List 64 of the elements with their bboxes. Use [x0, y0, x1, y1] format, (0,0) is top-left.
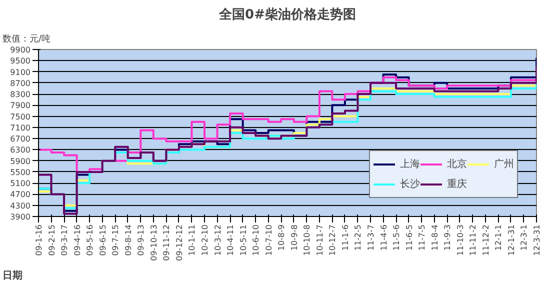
x-tick-label: 09-6-15 — [98, 224, 108, 256]
legend-label: 重庆 — [447, 178, 467, 191]
x-tick-label: 11-4-6 — [379, 224, 388, 251]
legend-label: 上海 — [400, 158, 420, 171]
y-tick-label: 7900 — [10, 101, 30, 110]
y-tick-label: 8300 — [10, 90, 30, 100]
x-tick-label: 11-6-5 — [404, 224, 414, 251]
y-tick-label: 9100 — [10, 68, 30, 77]
x-tick-label: 10-3-12 — [213, 224, 222, 256]
y-tick-label: 5900 — [10, 156, 30, 166]
x-tick-label: 11-7-5 — [418, 224, 427, 251]
x-tick-label: 11-5-6 — [392, 224, 402, 251]
chart-title: 全国0#柴油价格走势图 — [218, 6, 356, 22]
y-tick-label: 6300 — [10, 146, 30, 155]
x-tick-label: 09-12-12 — [174, 224, 184, 261]
x-tick-label: 10-5-11 — [238, 224, 248, 256]
y-tick-label: 4700 — [10, 190, 30, 200]
x-tick-label: 09-1-16 — [34, 224, 44, 256]
x-tick-label: 12-1-31 — [506, 224, 516, 256]
x-tick-label: 11-8-4 — [430, 224, 440, 251]
x-tick-label: 10-2-10 — [200, 224, 210, 256]
y-tick-label: 3900 — [10, 212, 30, 222]
x-tick-label: 10-12-7 — [328, 224, 338, 256]
x-axis-title: 日期 — [2, 270, 22, 282]
x-tick-label: 11-11-2 — [468, 224, 478, 256]
x-tick-label: 11-12-2 — [481, 224, 490, 256]
x-tick-label: 09-5-16 — [86, 224, 95, 256]
x-tick-label: 09-3-17 — [60, 224, 70, 256]
x-tick-label: 09-9-13 — [136, 224, 146, 256]
x-tick-label: 09-11-12 — [162, 224, 172, 261]
y-tick-label: 5100 — [10, 179, 30, 188]
x-tick-label: 10-11-7 — [315, 224, 324, 256]
x-tick-label: 11-3-7 — [366, 224, 376, 251]
x-tick-label: 10-8-9 — [277, 224, 286, 251]
x-tick-label: 12-1-1 — [494, 224, 504, 251]
x-tick-label: 09-2-15 — [47, 224, 56, 256]
x-tick-label: 11-10-3 — [456, 224, 465, 256]
x-tick-label: 10-10-8 — [302, 224, 312, 256]
y-tick-label: 7100 — [10, 123, 30, 132]
legend-label: 广州 — [494, 158, 514, 171]
y-tick-label: 6700 — [10, 134, 30, 144]
x-tick-label: 10-1-11 — [188, 224, 197, 256]
x-tick-label: 09-10-13 — [149, 224, 158, 261]
x-tick-label: 12-3-1 — [520, 224, 529, 251]
y-tick-label: 9500 — [10, 56, 30, 66]
x-tick-label: 10-9-8 — [290, 224, 299, 251]
x-tick-label: 09-4-16 — [72, 224, 82, 256]
x-tick-label: 09-7-15 — [111, 224, 120, 256]
y-tick-label: 5500 — [10, 168, 30, 177]
x-tick-label: 10-6-10 — [252, 224, 261, 256]
x-tick-label: 11-9-3 — [443, 224, 452, 251]
legend-label: 长沙 — [400, 178, 420, 191]
y-tick-label: 7500 — [10, 112, 30, 122]
y-axis-title: 数值：元/吨 — [2, 34, 51, 44]
x-tick-label: 12-3-31 — [532, 224, 542, 256]
y-tick-label: 9900 — [10, 46, 30, 54]
y-tick-label: 4300 — [10, 201, 30, 210]
y-tick-label: 8700 — [10, 78, 30, 88]
x-tick-label: 09-8-14 — [124, 224, 133, 256]
x-tick-label: 10-4-11 — [226, 224, 236, 256]
legend-label: 北京 — [447, 158, 467, 171]
x-tick-label: 11-2-5 — [354, 224, 363, 251]
x-tick-label: 11-1-6 — [340, 224, 350, 251]
x-tick-label: 10-7-10 — [264, 224, 274, 256]
